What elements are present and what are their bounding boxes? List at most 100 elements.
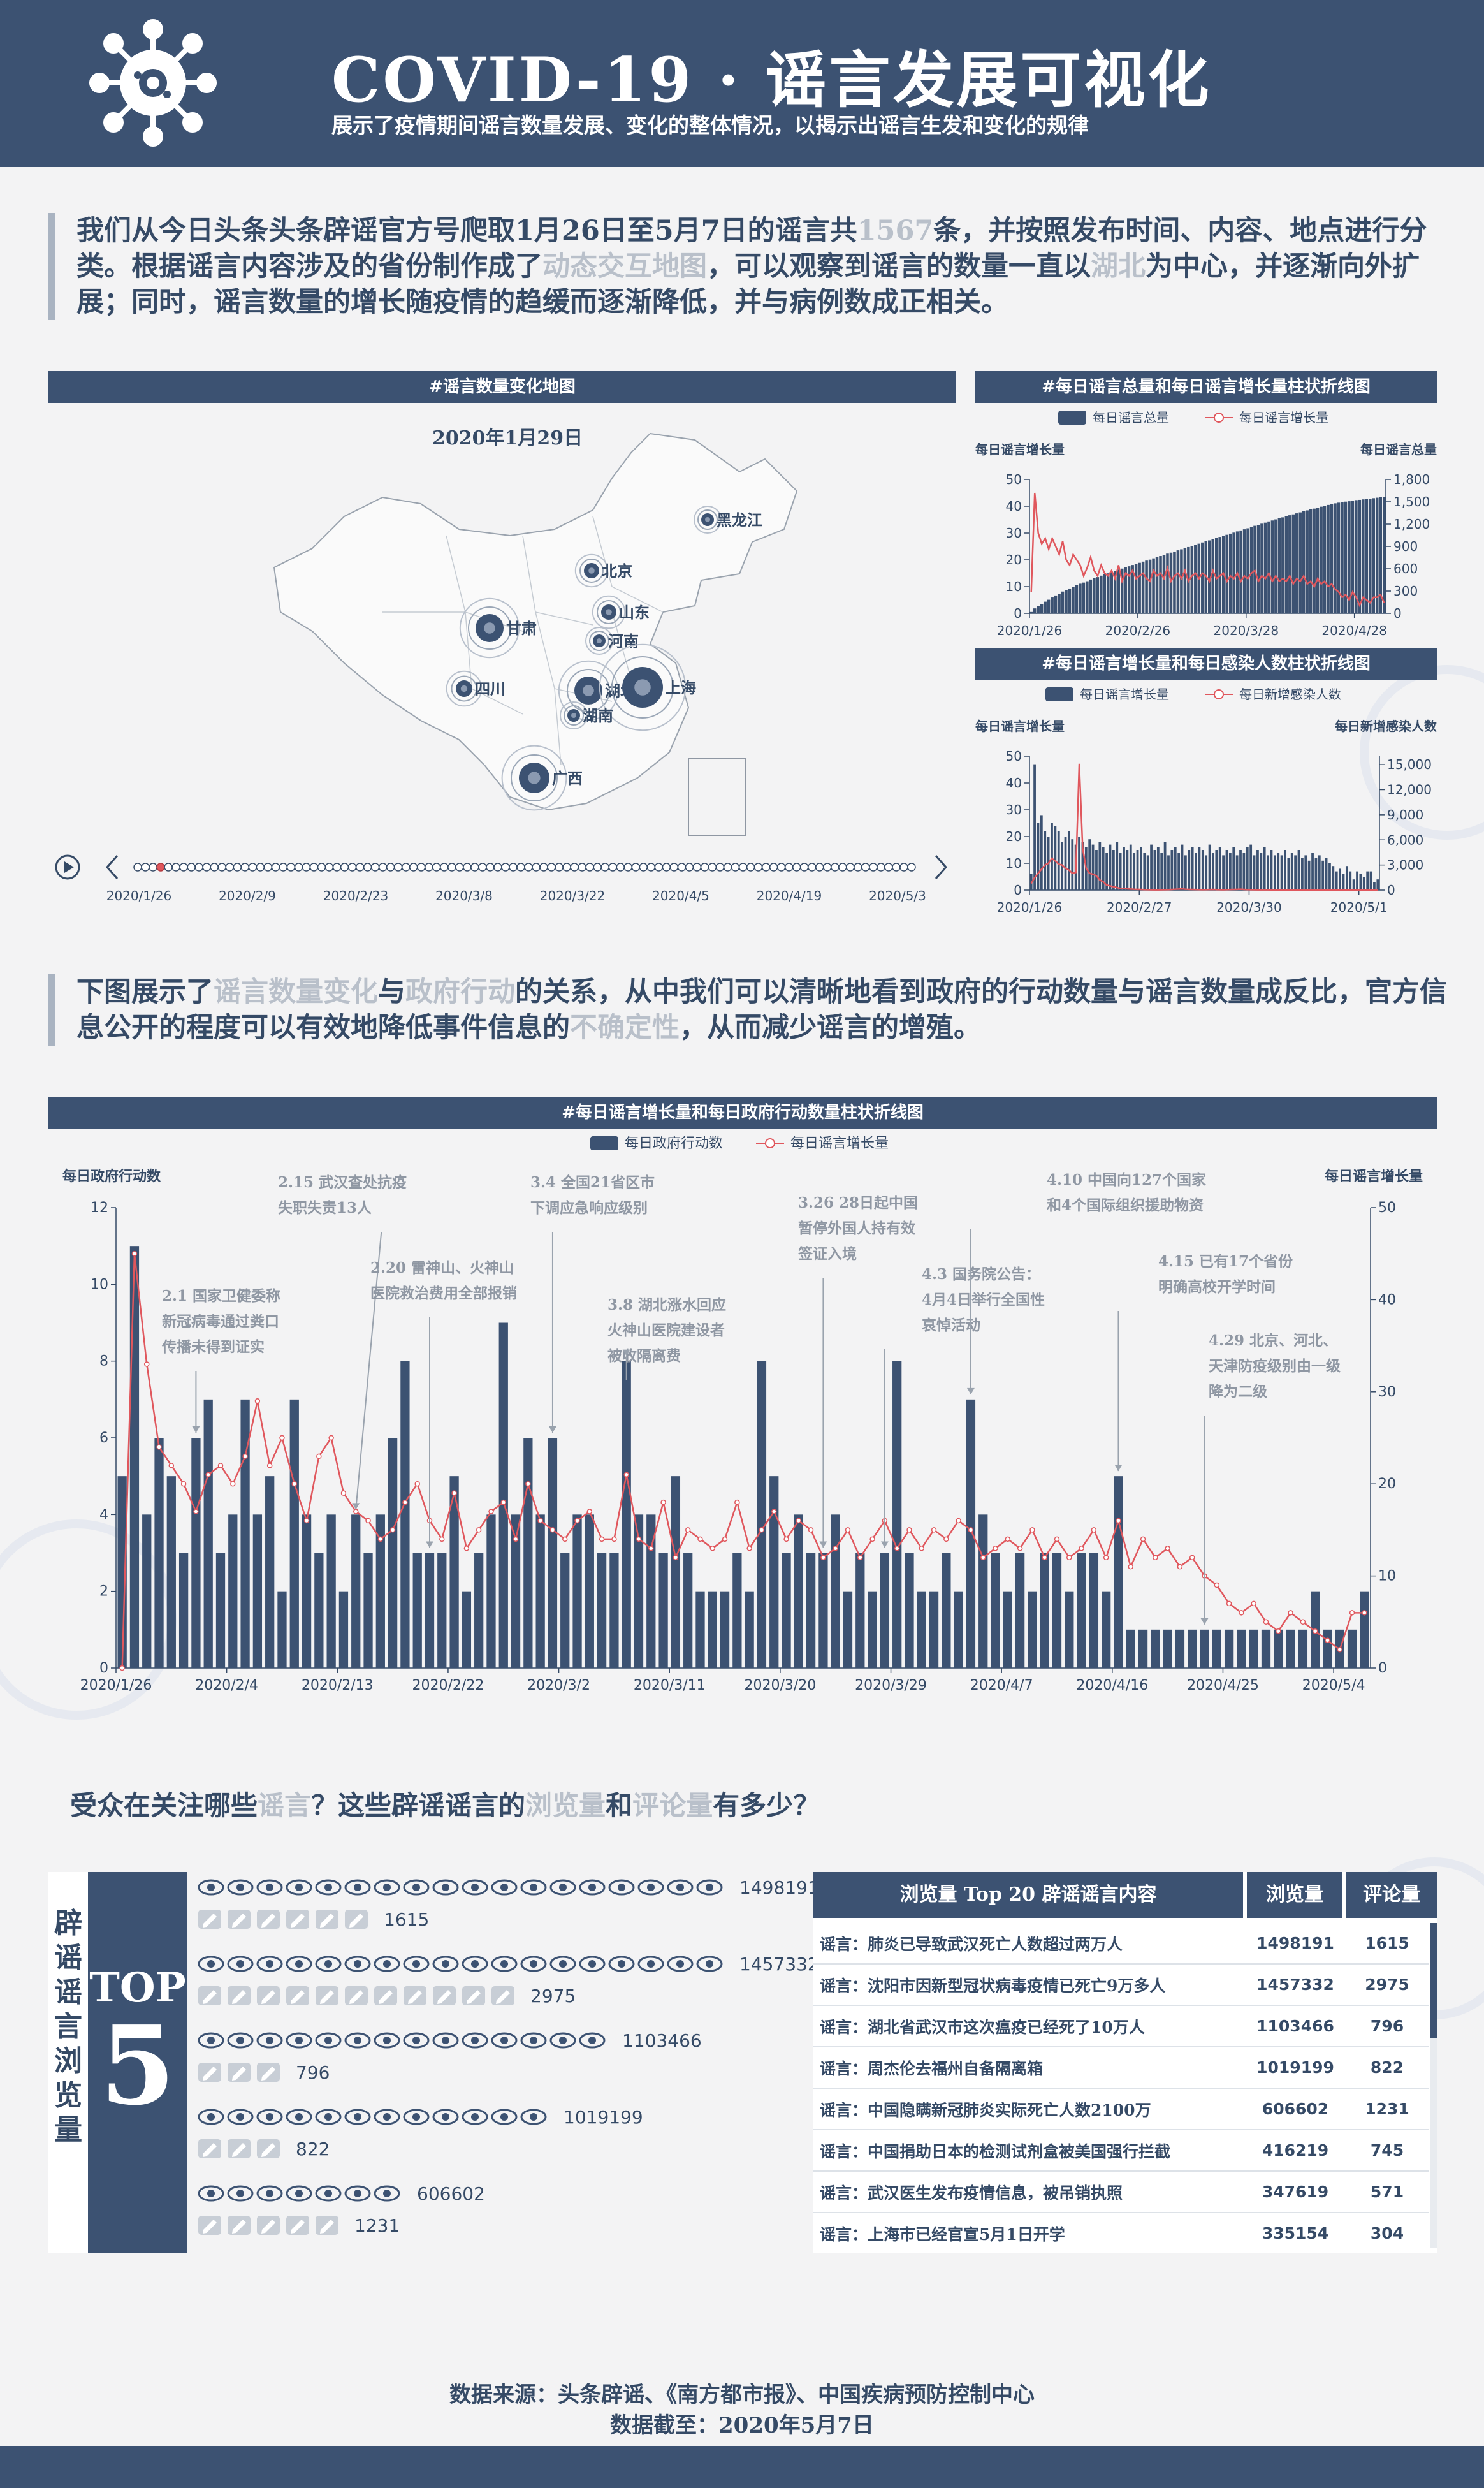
timeline-dot[interactable] [861,863,870,872]
map-bubble-2[interactable]: 山东 [592,595,650,629]
timeline-dot[interactable] [600,863,609,872]
timeline-dot[interactable] [248,863,258,872]
timeline-dot[interactable] [133,863,142,872]
timeline-dot[interactable] [731,863,740,872]
table-row[interactable]: 谣言：周杰伦去福州自备隔离箱 1019199 822 [813,2047,1429,2089]
timeline-dot[interactable] [156,863,165,872]
timeline-dot[interactable] [340,863,349,872]
timeline-dot[interactable] [363,863,372,872]
timeline-dot[interactable] [271,863,280,872]
timeline-dot[interactable] [884,863,893,872]
map-bubble-0[interactable]: 黑龙江 [694,506,762,534]
timeline-dot[interactable] [478,863,487,872]
timeline-dot[interactable] [578,863,586,872]
timeline-dot[interactable] [723,863,732,872]
timeline-dot[interactable] [378,863,388,872]
top20-table-panel[interactable]: 浏览量 Top 20 辟谣谣言内容 浏览量 评论量 谣言：肺炎已导致武汉死亡人数… [813,1872,1437,2253]
table-row[interactable]: 谣言：中国捐助日本的检测试剂盒被美国强行拦截 416219 745 [813,2130,1429,2172]
timeline-dot[interactable] [425,863,433,872]
timeline-dot[interactable] [738,863,748,872]
timeline-dot[interactable] [149,863,157,872]
timeline-dot[interactable] [416,863,426,872]
play-button-icon[interactable] [55,854,80,880]
map-timeline[interactable]: 2020/1/26 2020/2/9 2020/2/23 2020/3/8 2020/3… [48,842,956,905]
timeline-dot[interactable] [854,863,862,872]
timeline-dot[interactable] [286,863,296,872]
timeline-dot[interactable] [562,863,571,872]
timeline-dot[interactable] [831,863,840,872]
timeline-dot[interactable] [440,863,449,872]
timeline-dot[interactable] [646,863,656,872]
timeline-dot[interactable] [753,863,763,872]
timeline-dot[interactable] [294,863,303,872]
timeline-dot[interactable] [869,863,878,872]
timeline-dot[interactable] [447,863,456,872]
timeline-dot[interactable] [555,863,564,872]
timeline-dot[interactable] [225,863,234,872]
timeline-dot[interactable] [332,863,342,872]
timeline-dot[interactable] [409,863,418,872]
table-row[interactable]: 谣言：上海市已经官宣5月1日开学 335154 304 [813,2213,1429,2253]
timeline-dot[interactable] [907,863,916,872]
timeline-dot[interactable] [761,863,771,872]
map-bubble-9[interactable]: 广西 [501,745,583,811]
timeline-dot[interactable] [846,863,855,872]
timeline-dot[interactable] [347,863,357,872]
timeline-dot[interactable] [654,863,664,872]
timeline-dot[interactable] [317,863,326,872]
table-scrollbar[interactable] [1430,1923,1437,2248]
timeline-dot[interactable] [593,863,602,872]
timeline-dot[interactable] [715,863,725,872]
timeline-dot[interactable] [585,863,594,872]
timeline-dot[interactable] [302,863,311,872]
timeline-dot[interactable] [631,863,641,872]
timeline-dot[interactable] [470,863,479,872]
timeline-dot[interactable] [769,863,778,872]
map-bubble-4[interactable]: 河南 [585,627,639,655]
timeline-dot[interactable] [746,863,755,872]
timeline-dot[interactable] [309,863,319,872]
timeline-dot[interactable] [708,863,717,872]
table-row[interactable]: 谣言：肺炎已导致武汉死亡人数超过两万人 1498191 1615 [813,1923,1429,1965]
timeline-dot[interactable] [486,863,495,872]
map-bubble-1[interactable]: 北京 [574,553,632,588]
map-bubble-8[interactable]: 湖南 [560,701,613,729]
timeline-dot[interactable] [324,863,334,872]
timeline-dot[interactable] [639,863,648,872]
timeline-dot[interactable] [455,863,464,872]
timeline-prev-icon[interactable] [105,855,119,879]
timeline-dot[interactable] [539,863,548,872]
timeline-dot[interactable] [279,863,288,872]
table-scrollbar-thumb[interactable] [1430,1923,1437,2038]
timeline-dot[interactable] [355,863,365,872]
timeline-dot[interactable] [669,863,679,872]
timeline-dot[interactable] [370,863,380,872]
timeline-dot[interactable] [164,863,173,872]
timeline-dot[interactable] [493,863,502,872]
timeline-dot[interactable] [807,863,817,872]
table-row[interactable]: 谣言：沈阳市因新型冠状病毒疫情已死亡9万多人 1457332 2975 [813,1964,1429,2006]
table-row[interactable]: 谣言：中国隐瞒新冠肺炎实际死亡人数2100万 606602 1231 [813,2088,1429,2130]
timeline-dot[interactable] [217,863,226,872]
map-bubble-3[interactable]: 甘肃 [459,597,537,659]
timeline-dot[interactable] [524,863,533,872]
timeline-dot[interactable] [263,863,273,872]
timeline-dot[interactable] [792,863,801,872]
timeline-next-icon[interactable] [935,855,948,879]
timeline-dot[interactable] [784,863,794,872]
map-bubble-7[interactable]: 上海 [599,643,696,731]
timeline-dot[interactable] [547,863,556,872]
timeline-dot[interactable] [692,863,702,872]
timeline-dot[interactable] [623,863,633,872]
timeline-dot[interactable] [823,863,832,872]
timeline-dot[interactable] [608,863,617,872]
timeline-dot[interactable] [892,863,901,872]
timeline-dot[interactable] [516,863,525,872]
timeline-dot[interactable] [432,863,441,872]
timeline-dot[interactable] [240,863,250,872]
timeline-dot[interactable] [463,863,472,872]
timeline-dot[interactable] [776,863,786,872]
timeline-dot[interactable] [700,863,709,872]
timeline-dot[interactable] [815,863,824,872]
